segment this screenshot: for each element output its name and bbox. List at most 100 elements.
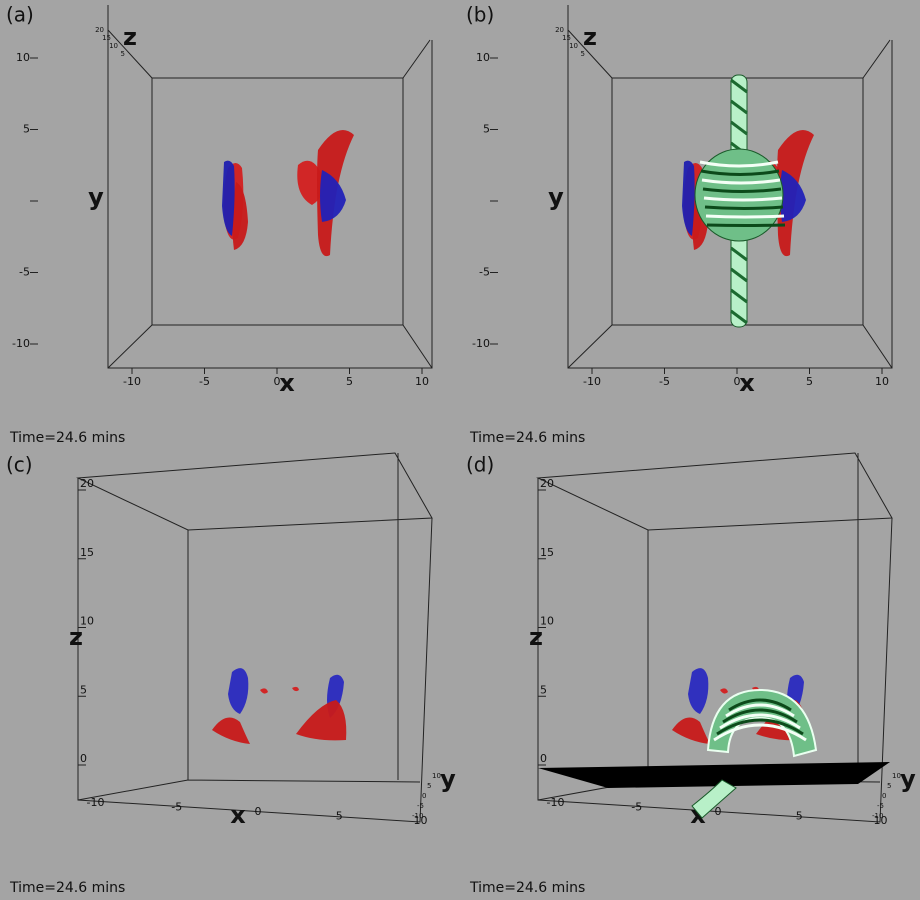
z-tick-label: 5: [540, 683, 547, 696]
z-tick-label: 10: [80, 615, 94, 628]
z-tick-label: 5: [121, 50, 125, 58]
z-tick-label: 5: [80, 683, 87, 696]
time-label: Time=24.6 mins: [469, 880, 585, 896]
y-tick-label: 5: [887, 782, 891, 790]
flux-tube: [691, 779, 737, 819]
x-tick-label: 0: [734, 375, 741, 388]
x-tick-label: -10: [547, 796, 565, 809]
y-tick-label: -10: [12, 337, 30, 350]
panel-label: (a): [6, 3, 34, 27]
x-tick-label: 10: [415, 375, 429, 388]
tube-stripe: [730, 309, 748, 325]
z-tick-label: 20: [540, 477, 554, 490]
rope-stripe: [700, 169, 780, 176]
rope-stripe: [705, 214, 785, 219]
x-axis-label: x: [230, 801, 246, 829]
rope-stripe: [706, 223, 786, 227]
panel-label: (b): [466, 3, 494, 27]
y-tick-label: 10: [476, 51, 490, 64]
z-tick-label: 10: [569, 42, 578, 50]
x-tick-label: 0: [715, 805, 722, 818]
tube-stripe: [730, 288, 748, 304]
z-tick-label: 15: [540, 546, 554, 559]
x-tick-label: 5: [796, 810, 803, 823]
z-tick-label: 0: [540, 752, 547, 765]
time-label: Time=24.6 mins: [9, 430, 125, 446]
x-tick-label: -5: [659, 375, 670, 388]
z-tick-label: 15: [80, 546, 94, 559]
rope-stripe: [725, 703, 795, 718]
isosurface: [222, 160, 235, 236]
x-tick-label: -10: [583, 375, 601, 388]
y-tick-label: -10: [872, 812, 883, 820]
rope-stripe: [728, 698, 792, 712]
y-tick-label: 5: [483, 123, 490, 136]
z-tick-label: 15: [562, 34, 571, 42]
x-tick-label: -5: [199, 375, 210, 388]
x-tick-label: 0: [255, 805, 262, 818]
z-tick-label: 20: [95, 26, 104, 34]
box-frame: [567, 5, 893, 369]
z-axis-label: z: [529, 623, 543, 651]
tube-stripe: [730, 78, 748, 94]
rope-stripe: [719, 713, 801, 730]
rope-stripe: [713, 723, 807, 742]
z-tick-label: 20: [555, 26, 564, 34]
isosurface: [320, 170, 346, 222]
time-label: Time=24.6 mins: [469, 430, 585, 446]
time-label: Time=24.6 mins: [9, 880, 125, 896]
z-axis-label: z: [69, 623, 83, 651]
y-tick-label: 0: [422, 792, 426, 800]
y-tick-label: 10: [16, 51, 30, 64]
y-tick-label: 5: [427, 782, 431, 790]
z-axis-label: z: [123, 23, 137, 51]
rope-stripe: [702, 187, 782, 193]
box-frame: [107, 5, 433, 369]
rope-stripe: [699, 160, 779, 168]
rope-stripe: [704, 205, 784, 210]
y-axis-label: y: [900, 765, 916, 793]
x-tick-label: 5: [806, 375, 813, 388]
x-tick-label: -5: [171, 801, 182, 814]
panel-label: (c): [6, 453, 33, 477]
x-tick-label: 10: [414, 814, 428, 827]
isosurface: [682, 160, 695, 236]
y-tick-label: -5: [19, 266, 30, 279]
z-tick-label: 10: [109, 42, 118, 50]
isosurface: [297, 160, 324, 205]
isosurface: [260, 686, 299, 694]
isosurface: [672, 717, 710, 744]
x-tick-label: -10: [123, 375, 141, 388]
z-tick-label: 5: [581, 50, 585, 58]
tube-stripe: [730, 267, 748, 283]
x-tick-label: 5: [346, 375, 353, 388]
z-tick-label: 10: [540, 615, 554, 628]
y-tick-label: -5: [877, 802, 884, 810]
x-tick-label: -5: [631, 801, 642, 814]
y-tick-label: 5: [23, 123, 30, 136]
panel-label: (d): [466, 453, 494, 477]
photosphere-plane: [538, 762, 890, 788]
y-tick-label: -10: [412, 812, 423, 820]
z-tick-label: 0: [80, 752, 87, 765]
y-tick-label: -10: [472, 337, 490, 350]
y-tick-label: 10: [432, 772, 441, 780]
z-axis-label: z: [583, 23, 597, 51]
x-tick-label: 0: [274, 375, 281, 388]
isosurface: [232, 182, 248, 250]
isosurface: [780, 170, 806, 222]
tube-stripe: [730, 99, 748, 115]
tube-stripe: [730, 246, 748, 262]
isosurface: [720, 686, 759, 694]
x-tick-label: 10: [875, 375, 889, 388]
isosurface: [296, 700, 347, 741]
x-tick-label: 10: [874, 814, 888, 827]
x-tick-label: 5: [336, 810, 343, 823]
x-axis-label: x: [739, 369, 755, 397]
